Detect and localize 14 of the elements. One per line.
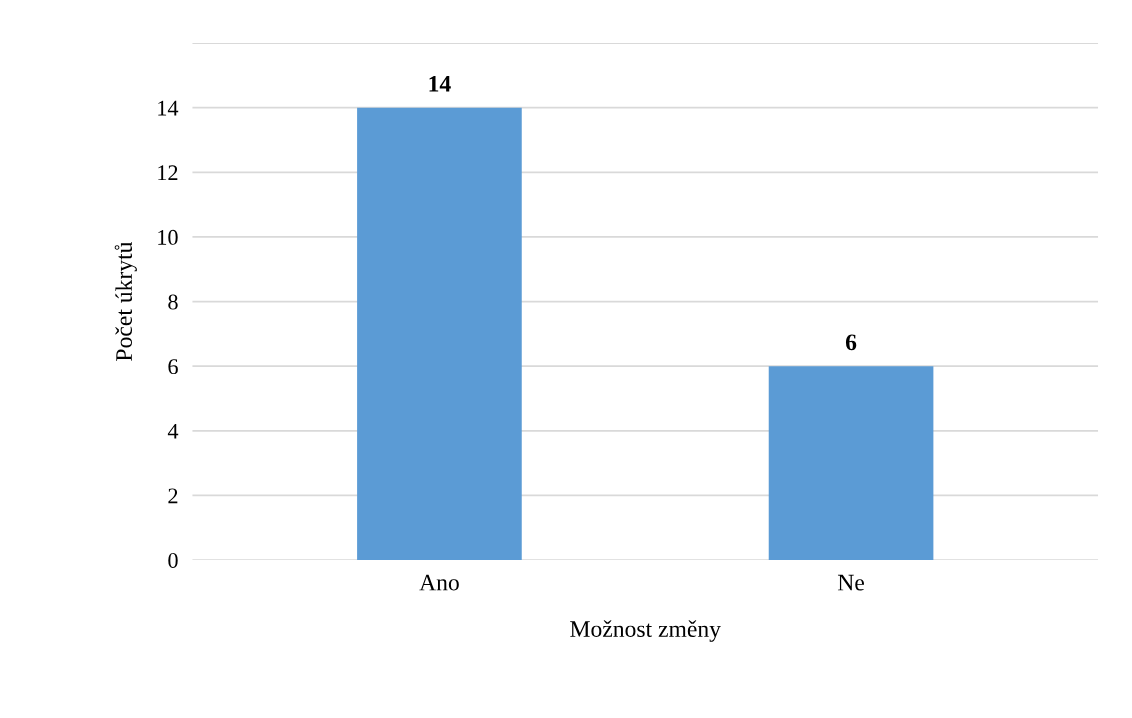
y-tick-label: 8: [168, 294, 178, 310]
y-tick-label: 2: [168, 488, 178, 504]
y-tick-label: 0: [168, 552, 178, 568]
y-tick-label: 14: [158, 100, 179, 116]
y-tick-label: 4: [167, 423, 179, 439]
x-tick-label: Ne: [837, 574, 865, 591]
y-tick-label: 6: [168, 359, 178, 375]
x-axis-title: Možnost změny: [570, 620, 721, 642]
y-tick-label: 12: [158, 165, 178, 181]
y-tick-label: 10: [158, 229, 178, 245]
y-axis-title: Počet úkrytů: [114, 241, 137, 361]
data-label: 14: [429, 75, 451, 92]
data-label: 6: [845, 334, 857, 351]
x-tick-label: Ano: [419, 574, 459, 591]
